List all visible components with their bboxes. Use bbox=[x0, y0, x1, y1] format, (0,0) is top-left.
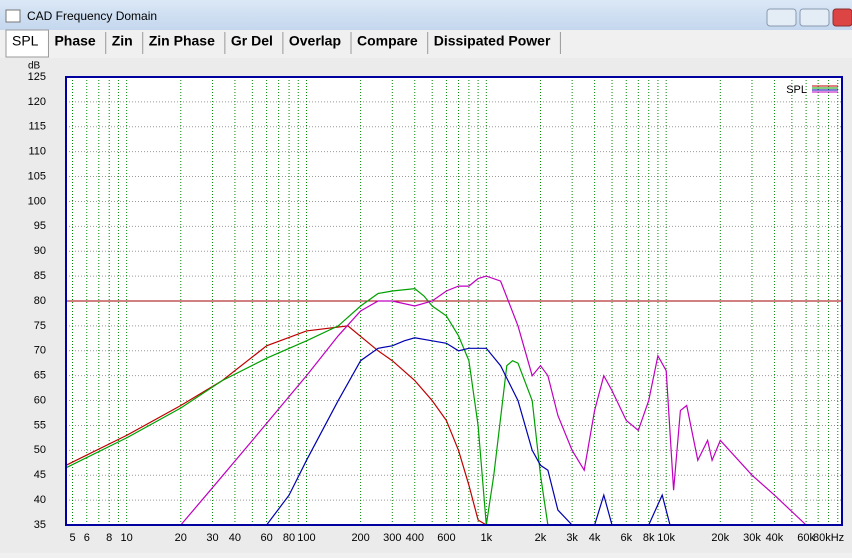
x-tick-label: 10 bbox=[121, 532, 133, 544]
y-tick-label: 105 bbox=[28, 170, 46, 182]
tab[interactable]: Zin Phase bbox=[149, 33, 215, 49]
x-tick-label: 30k bbox=[743, 532, 761, 544]
y-tick-label: 55 bbox=[34, 419, 46, 431]
legend-label: SPL bbox=[786, 84, 807, 96]
tab[interactable]: Overlap bbox=[289, 33, 341, 49]
spl-curve bbox=[266, 337, 671, 526]
y-tick-label: 100 bbox=[28, 195, 46, 207]
y-tick-label: 95 bbox=[34, 220, 46, 232]
x-tick-label: 6 bbox=[84, 532, 90, 544]
y-tick-label: 120 bbox=[28, 96, 46, 108]
maximize-button[interactable] bbox=[799, 8, 830, 27]
y-tick-label: 90 bbox=[34, 245, 46, 257]
x-tick-label: 6k bbox=[620, 532, 632, 544]
y-tick-label: 65 bbox=[34, 370, 46, 382]
y-tick-label: 35 bbox=[34, 519, 46, 531]
tab[interactable]: Dissipated Power bbox=[434, 33, 551, 49]
app-icon bbox=[5, 9, 21, 23]
x-tick-label: 40k bbox=[766, 532, 784, 544]
x-tick-label: 60k bbox=[797, 532, 815, 544]
y-unit: dB bbox=[28, 61, 41, 72]
x-tick-label: 80 bbox=[283, 532, 295, 544]
spl-curve bbox=[180, 275, 807, 526]
active-tab bbox=[5, 29, 49, 58]
y-tick-label: 45 bbox=[34, 469, 46, 481]
spl-curve bbox=[65, 287, 549, 526]
y-tick-label: 40 bbox=[34, 494, 46, 506]
y-tick-label: 70 bbox=[34, 345, 46, 357]
plot-border bbox=[65, 76, 843, 526]
y-tick-label: 75 bbox=[34, 320, 46, 332]
x-tick-label: 200 bbox=[351, 532, 369, 544]
x-tick-label: 1k bbox=[481, 532, 493, 544]
x-tick-label: 8 bbox=[106, 532, 112, 544]
close-button[interactable] bbox=[832, 8, 852, 27]
x-tick-label: 5 bbox=[69, 532, 75, 544]
title-bar bbox=[0, 0, 852, 30]
y-tick-label: 125 bbox=[28, 71, 46, 83]
x-tick-label: 2k bbox=[535, 532, 547, 544]
x-tick-label: 30 bbox=[206, 532, 218, 544]
x-tick-label: 20 bbox=[175, 532, 187, 544]
x-tick-label: 4k bbox=[589, 532, 601, 544]
x-tick-label: 20k bbox=[711, 532, 729, 544]
x-tick-label: 10k bbox=[657, 532, 675, 544]
tab[interactable]: Gr Del bbox=[231, 33, 273, 49]
x-tick-label: 40 bbox=[229, 532, 241, 544]
window-title: CAD Frequency Domain bbox=[27, 9, 157, 23]
x-tick-label: 8k bbox=[643, 532, 655, 544]
x-tick-label: 3k bbox=[566, 532, 578, 544]
y-tick-label: 115 bbox=[28, 121, 46, 133]
x-tick-label: 400 bbox=[406, 532, 424, 544]
tab[interactable]: Phase bbox=[54, 33, 95, 49]
x-tick-label: 600 bbox=[437, 532, 455, 544]
x-tick-label: 60 bbox=[260, 532, 272, 544]
spl-curve bbox=[65, 325, 541, 526]
x-tick-label: 300 bbox=[383, 532, 401, 544]
tab-bar bbox=[0, 30, 852, 56]
y-tick-label: 50 bbox=[34, 444, 46, 456]
tab[interactable]: SPL bbox=[12, 33, 39, 49]
x-tick-label: 80kHz bbox=[813, 532, 844, 544]
x-tick-label: 100 bbox=[297, 532, 315, 544]
y-tick-label: 85 bbox=[34, 270, 46, 282]
y-tick-label: 80 bbox=[34, 295, 46, 307]
tab[interactable]: Zin bbox=[112, 33, 133, 49]
minimize-button[interactable] bbox=[766, 8, 797, 27]
y-tick-label: 60 bbox=[34, 394, 46, 406]
y-tick-label: 110 bbox=[28, 146, 46, 158]
tab[interactable]: Compare bbox=[357, 33, 418, 49]
